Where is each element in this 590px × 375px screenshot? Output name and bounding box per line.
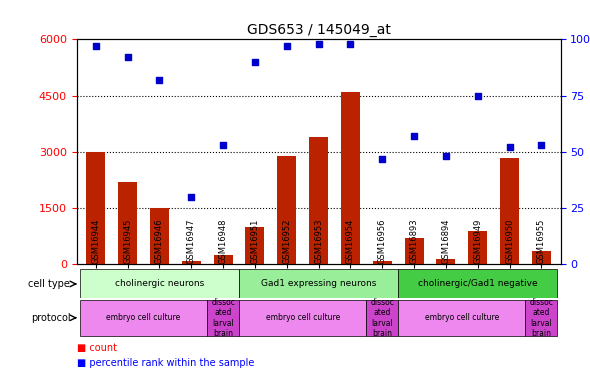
Text: GSM16952: GSM16952 <box>282 219 291 264</box>
Point <box>218 142 228 148</box>
Bar <box>80 300 207 336</box>
Bar <box>150 208 169 264</box>
Bar <box>366 300 398 336</box>
Text: GSM16947: GSM16947 <box>187 219 196 264</box>
Bar <box>341 92 360 264</box>
Bar <box>532 251 551 264</box>
Bar <box>118 182 137 264</box>
Text: GSM16944: GSM16944 <box>91 219 100 264</box>
Point <box>441 153 451 159</box>
Point <box>314 41 323 47</box>
Text: cholinergic/Gad1 negative: cholinergic/Gad1 negative <box>418 279 537 288</box>
Bar <box>245 227 264 264</box>
Point <box>473 93 483 99</box>
Text: cell type: cell type <box>28 279 70 289</box>
Text: GSM16894: GSM16894 <box>441 219 450 264</box>
Bar <box>398 300 526 336</box>
Text: GSM16953: GSM16953 <box>314 219 323 264</box>
Bar <box>526 300 558 336</box>
Text: GSM16949: GSM16949 <box>473 219 482 264</box>
Point <box>378 156 387 162</box>
Text: GSM16955: GSM16955 <box>537 219 546 264</box>
Point <box>537 142 546 148</box>
Point <box>123 54 132 60</box>
Point <box>250 59 260 65</box>
Text: GSM16950: GSM16950 <box>505 219 514 264</box>
Point <box>155 77 164 83</box>
Text: dissoc
ated
larval
brain: dissoc ated larval brain <box>371 298 394 338</box>
Text: GSM16893: GSM16893 <box>409 219 418 264</box>
Text: Gad1 expressing neurons: Gad1 expressing neurons <box>261 279 376 288</box>
Point <box>409 133 419 139</box>
Text: GSM16946: GSM16946 <box>155 219 164 264</box>
Point <box>91 43 100 49</box>
Text: GSM16945: GSM16945 <box>123 219 132 264</box>
Text: cholinergic neurons: cholinergic neurons <box>115 279 204 288</box>
Bar <box>309 137 328 264</box>
Bar <box>80 269 239 298</box>
Text: ■ count: ■ count <box>77 342 117 352</box>
Text: GSM16954: GSM16954 <box>346 219 355 264</box>
Text: dissoc
ated
larval
brain: dissoc ated larval brain <box>529 298 553 338</box>
Bar <box>398 269 558 298</box>
Text: embryo cell culture: embryo cell culture <box>425 314 499 322</box>
Bar <box>239 269 398 298</box>
Bar <box>468 231 487 264</box>
Bar <box>373 261 392 264</box>
Text: GSM16951: GSM16951 <box>250 219 260 264</box>
Point <box>186 194 196 200</box>
Bar <box>405 238 424 264</box>
Bar <box>207 300 239 336</box>
Text: GSM16948: GSM16948 <box>219 219 228 264</box>
Title: GDS653 / 145049_at: GDS653 / 145049_at <box>247 23 391 37</box>
Text: embryo cell culture: embryo cell culture <box>266 314 340 322</box>
Text: protocol: protocol <box>31 313 70 323</box>
Bar <box>277 156 296 264</box>
Bar <box>86 152 106 264</box>
Bar <box>500 158 519 264</box>
Point <box>282 43 291 49</box>
Text: embryo cell culture: embryo cell culture <box>106 314 181 322</box>
Bar <box>437 259 455 264</box>
Bar <box>239 300 366 336</box>
Text: GSM16956: GSM16956 <box>378 219 387 264</box>
Text: dissoc
ated
larval
brain: dissoc ated larval brain <box>211 298 235 338</box>
Point <box>505 144 514 150</box>
Bar <box>214 255 232 264</box>
Bar <box>182 261 201 264</box>
Text: ■ percentile rank within the sample: ■ percentile rank within the sample <box>77 357 254 368</box>
Point <box>346 41 355 47</box>
